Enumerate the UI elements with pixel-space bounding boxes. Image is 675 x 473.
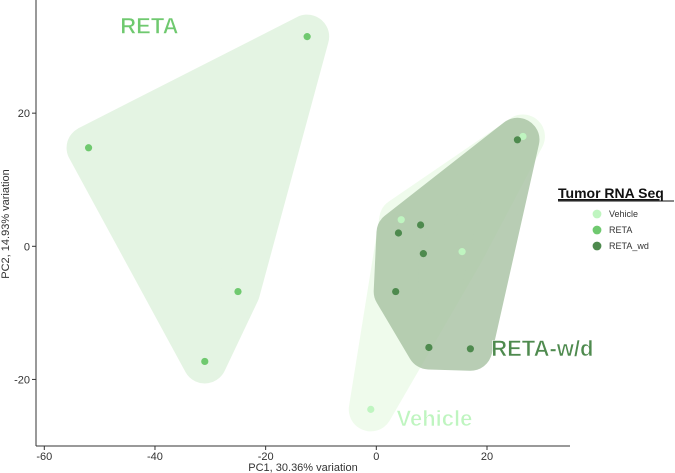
- point-reta-wd: [392, 287, 400, 296]
- ticks: -60 -40 -20 0 20 -20 0 20: [14, 108, 493, 463]
- annotation-reta-wd: RETA-w/d: [491, 336, 593, 361]
- legend-label: Vehicle: [609, 209, 638, 219]
- x-tick-label: -40: [147, 451, 163, 463]
- legend-swatch: [592, 209, 602, 219]
- axes: [35, 0, 570, 447]
- group-hulls: [66, 14, 545, 432]
- legend-label: RETA_wd: [609, 241, 649, 251]
- annotation-vehicle: Vehicle: [397, 406, 473, 431]
- x-tick-label: -20: [258, 451, 274, 463]
- x-axis-title: PC1, 30.36% variation: [248, 462, 357, 473]
- hull-reta-wd: [373, 117, 540, 371]
- point-reta-wd: [466, 345, 474, 353]
- y-tick-label: 20: [18, 108, 30, 120]
- y-axis-title: PC2, 14.93% variation: [0, 169, 12, 278]
- legend: Tumor RNA Seq Vehicle RETA RETA_wd: [558, 185, 674, 251]
- x-tick-label: 20: [481, 451, 493, 463]
- annotation-reta: RETA: [120, 13, 178, 38]
- x-tick-label: -60: [36, 451, 52, 463]
- point-reta: [234, 287, 242, 296]
- legend-swatch: [592, 225, 602, 235]
- point-vehicle: [397, 216, 405, 224]
- point-reta-wd: [394, 229, 403, 237]
- point-reta: [303, 33, 311, 41]
- point-reta-wd: [513, 136, 522, 144]
- legend-items: Vehicle RETA RETA_wd: [592, 209, 649, 251]
- legend-title: Tumor RNA Seq: [558, 185, 664, 201]
- point-reta: [201, 357, 209, 366]
- group-annotations: RETA Vehicle RETA-w/d: [120, 13, 594, 431]
- point-reta-wd: [416, 221, 425, 229]
- point-vehicle: [519, 132, 527, 141]
- legend-swatch: [592, 241, 602, 251]
- y-tick-label: 0: [24, 241, 30, 253]
- point-reta-wd: [419, 250, 427, 258]
- point-vehicle: [367, 405, 375, 413]
- legend-label: RETA: [609, 225, 632, 235]
- point-reta-wd: [425, 343, 433, 352]
- data-points: [84, 33, 527, 413]
- point-reta: [84, 144, 93, 152]
- y-tick-label: -20: [14, 374, 30, 386]
- point-vehicle: [458, 248, 466, 256]
- hull-reta: [66, 14, 330, 384]
- x-tick-label: 0: [373, 451, 379, 463]
